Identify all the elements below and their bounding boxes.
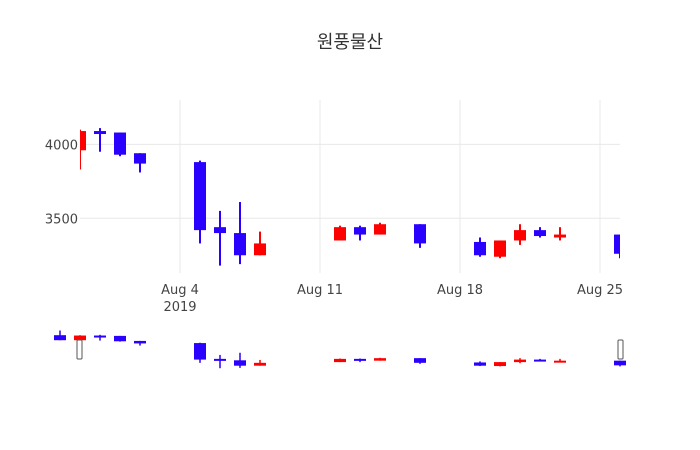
mini-candle-body [74,335,86,341]
range-slider[interactable] [54,330,626,369]
y-tick-label: 3500 [45,212,78,227]
mini-candle-body [254,362,266,366]
x-tick-sublabel: 2019 [163,300,196,315]
mini-candle-body [114,335,126,342]
candles-layer [80,128,620,266]
mini-candle-body [334,358,346,363]
candle-body [474,241,486,256]
mini-candle-body [94,335,106,338]
candle-body [414,224,426,244]
chart-title: 원풍물산 [317,32,383,53]
mini-candle-body [514,359,526,363]
candle-body [254,243,266,256]
candle-body [114,132,126,155]
candle-body [514,230,526,241]
range-slider-left-handle[interactable] [76,339,83,360]
candle-body [534,230,546,237]
candle-body [194,162,206,231]
candle-body [554,234,566,238]
grid-layer [80,100,620,273]
candle-body [334,227,346,241]
candle-body [234,233,246,256]
mini-candle-body [374,358,386,361]
mini-candle-body [414,358,426,363]
candle-body [134,153,146,164]
candle-body [614,234,620,254]
y-axis: 4000 3500 [45,138,78,227]
x-tick-label: Aug 18 [437,283,483,298]
candle-body [374,224,386,235]
x-tick-label: Aug 25 [577,283,623,298]
candle-body [80,131,86,151]
range-slider-right-handle[interactable] [617,339,624,360]
mini-candle-body [554,360,566,363]
mini-candle-body [194,343,206,360]
x-tick-label: Aug 4 [161,283,199,298]
mini-candle-body [134,340,146,344]
candle-body [494,240,506,257]
candle-body [354,227,366,235]
x-tick-label: Aug 11 [297,283,343,298]
y-tick-label: 4000 [45,138,78,153]
mini-candle-body [234,360,246,366]
x-axis: Aug 4 2019 Aug 11 Aug 18 Aug 25 [161,283,623,315]
mini-candle-body [614,360,626,366]
mini-candle-body [474,362,486,366]
mini-candle-body [494,362,506,367]
candle-body [94,131,106,135]
mini-candle-body [54,335,66,341]
mini-candle-body [214,358,226,361]
candle-body [214,227,226,234]
mini-candle-body [354,358,366,361]
mini-candle-body [534,359,546,362]
range-slider-candles [54,330,626,369]
